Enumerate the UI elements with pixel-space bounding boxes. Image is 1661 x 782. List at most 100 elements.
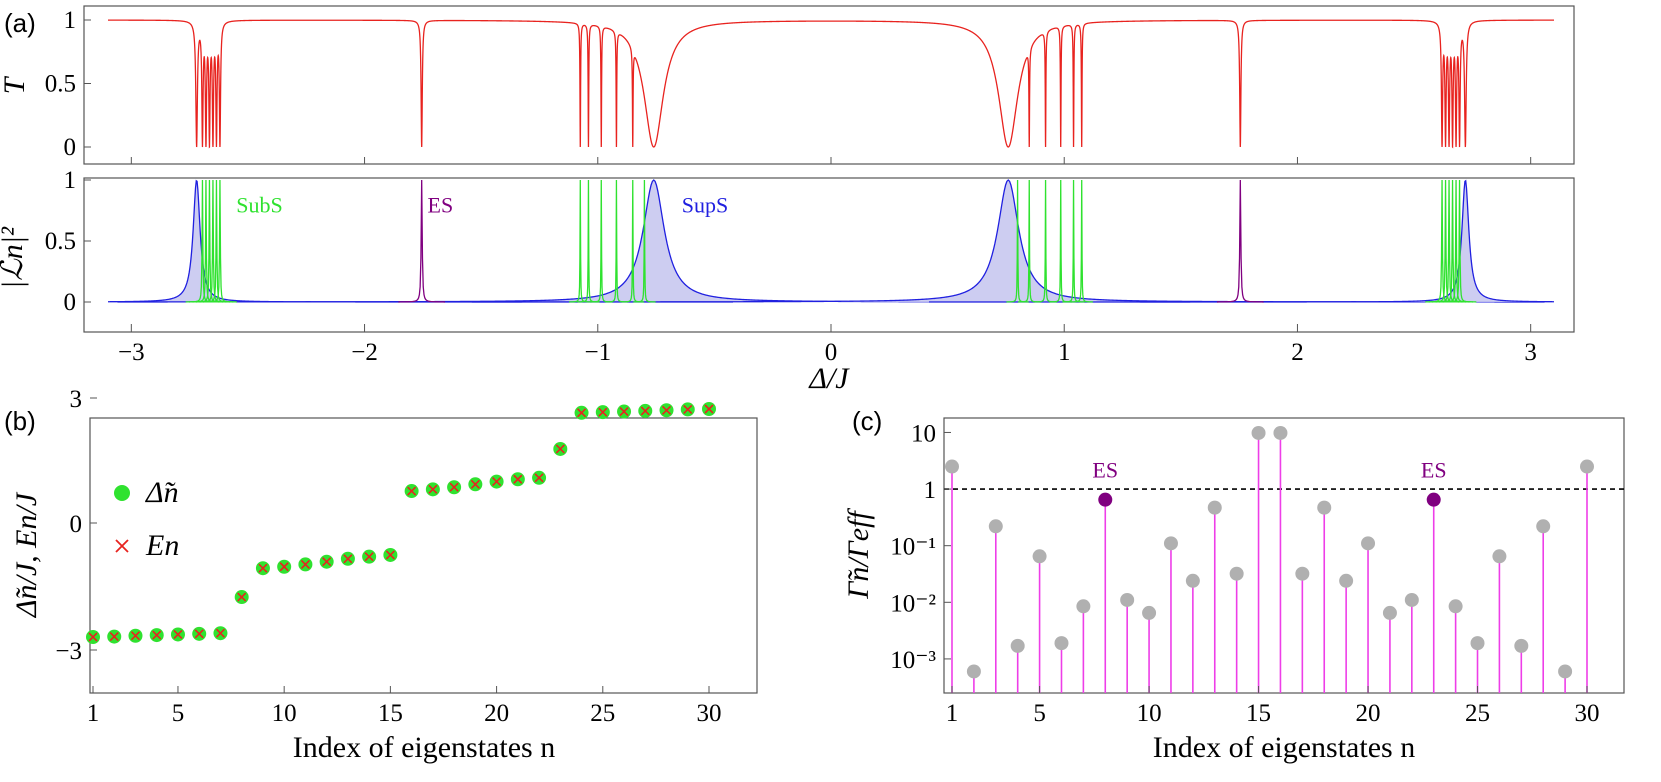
panel-a-top-ylabel: T <box>0 75 31 94</box>
c-ytick-label: 10⁻³ <box>890 647 936 674</box>
b-point-energy <box>130 631 141 641</box>
sups-fill-2 <box>471 180 1545 302</box>
panel-b-frame <box>89 417 758 694</box>
panel-c-xlabel: Index of eigenstates n <box>1153 731 1415 764</box>
panel-c-label: (c) <box>852 406 882 436</box>
panel-a-top-frame <box>83 5 1575 165</box>
b-ytick-label: −3 <box>55 638 82 665</box>
c-ytick-label: 1 <box>924 477 937 504</box>
panel-a-bottom-plot <box>107 179 1555 303</box>
sups-fill-1 <box>117 180 1191 302</box>
b-xtick-label: 5 <box>172 700 185 727</box>
b-point-energy <box>237 592 247 602</box>
b-point-energy <box>704 404 714 414</box>
c-point <box>988 519 1003 534</box>
b-point-energy <box>215 628 226 638</box>
c-es-label: ES <box>1092 458 1118 483</box>
b-point-energy <box>683 404 693 414</box>
b-xtick-label: 1 <box>87 700 100 727</box>
b-point-energy <box>470 479 480 489</box>
c-xtick-label: 5 <box>1033 700 1046 727</box>
subs-peak-11 <box>633 179 656 303</box>
transmission-line <box>108 19 1554 149</box>
panel-b-label: (b) <box>4 406 36 436</box>
c-point <box>1448 599 1463 614</box>
b-point-energy <box>322 557 332 567</box>
b-point-energy <box>407 486 417 496</box>
c-point <box>1295 566 1310 581</box>
subs-peak-17 <box>1070 179 1093 303</box>
panel-b-axes: 1 5 10 15 20 25 30−303 <box>55 386 721 727</box>
b-point-energy <box>619 406 629 417</box>
panel-a-label: (a) <box>4 8 36 38</box>
c-point-es <box>1426 492 1441 507</box>
c-xtick-label: 20 <box>1356 700 1381 727</box>
panel-b-ylabel: Δ̃n/J, En/J <box>10 491 43 618</box>
panel-a-xlabel: Δ/J <box>808 362 850 395</box>
b-xtick-label: 20 <box>484 700 509 727</box>
b-xtick-label: 10 <box>272 700 297 727</box>
c-point <box>945 459 959 474</box>
c-point <box>1163 536 1178 551</box>
a-xtick-label: 3 <box>1524 339 1537 366</box>
a-xtick-label: −1 <box>584 339 611 366</box>
b-point-energy <box>640 406 650 416</box>
es-peak-0 <box>398 179 446 303</box>
b-xtick-label: 15 <box>378 700 403 727</box>
c-es-label: ES <box>1421 458 1447 483</box>
legend-delta-marker <box>114 485 130 501</box>
b-point-energy <box>194 629 204 639</box>
panel-a-top-plot <box>108 19 1554 149</box>
es-peak-1 <box>1216 179 1264 303</box>
b-point-energy <box>258 563 268 573</box>
c-point <box>1558 664 1573 679</box>
a-bottom-ytick-label: 1 <box>64 167 77 194</box>
c-point <box>1207 500 1222 515</box>
c-point <box>1492 549 1507 564</box>
c-point <box>1076 599 1091 614</box>
c-point <box>1361 536 1376 551</box>
panel-a-annotations: SubS ES SupS <box>236 192 728 217</box>
b-point-energy <box>513 474 523 484</box>
c-point <box>1251 425 1266 440</box>
c-point <box>1142 605 1157 620</box>
panel-c-plot: ES ES <box>944 425 1624 693</box>
c-xtick-label: 10 <box>1137 700 1162 727</box>
panel-c-ylabel: Γ̃n/Γeff <box>842 508 875 600</box>
subs-peak-15 <box>1049 179 1072 303</box>
c-xtick-label: 25 <box>1465 700 1490 727</box>
b-xtick-label: 30 <box>697 700 722 727</box>
c-point <box>1536 519 1551 534</box>
a-bottom-ytick-label: 0 <box>64 289 77 316</box>
b-point-energy <box>279 562 289 572</box>
c-point <box>1339 573 1354 588</box>
b-ytick-label: 3 <box>70 386 83 413</box>
b-point-energy <box>300 559 310 570</box>
c-point <box>1404 592 1419 607</box>
c-xtick-label: 30 <box>1575 700 1600 727</box>
a-xtick-label: 0 <box>825 339 838 366</box>
b-point-energy <box>152 630 162 640</box>
annotation-subs: SubS <box>236 192 282 217</box>
c-point <box>1580 459 1594 474</box>
a-top-ytick-label: 0.5 <box>45 71 76 98</box>
c-point <box>1010 638 1025 653</box>
c-point <box>1317 500 1332 515</box>
panel-a-bottom-frame <box>83 177 1575 333</box>
a-xtick-label: −3 <box>118 339 145 366</box>
b-point-energy <box>576 408 587 418</box>
c-ytick-label: 10⁻² <box>890 590 936 617</box>
c-point <box>1470 636 1485 651</box>
c-point <box>1229 566 1244 581</box>
b-ytick-label: 0 <box>70 511 83 538</box>
b-point-energy <box>661 405 672 415</box>
c-point <box>1120 592 1135 607</box>
a-bottom-ytick-label: 0.5 <box>45 228 76 255</box>
panel-b-legend: Δ̃n En <box>114 476 179 562</box>
panel-b-plot <box>86 402 716 644</box>
b-point-energy <box>385 550 395 560</box>
b-point-energy <box>449 482 459 492</box>
subs-peak-23 <box>1442 179 1477 303</box>
c-point <box>1054 636 1069 651</box>
